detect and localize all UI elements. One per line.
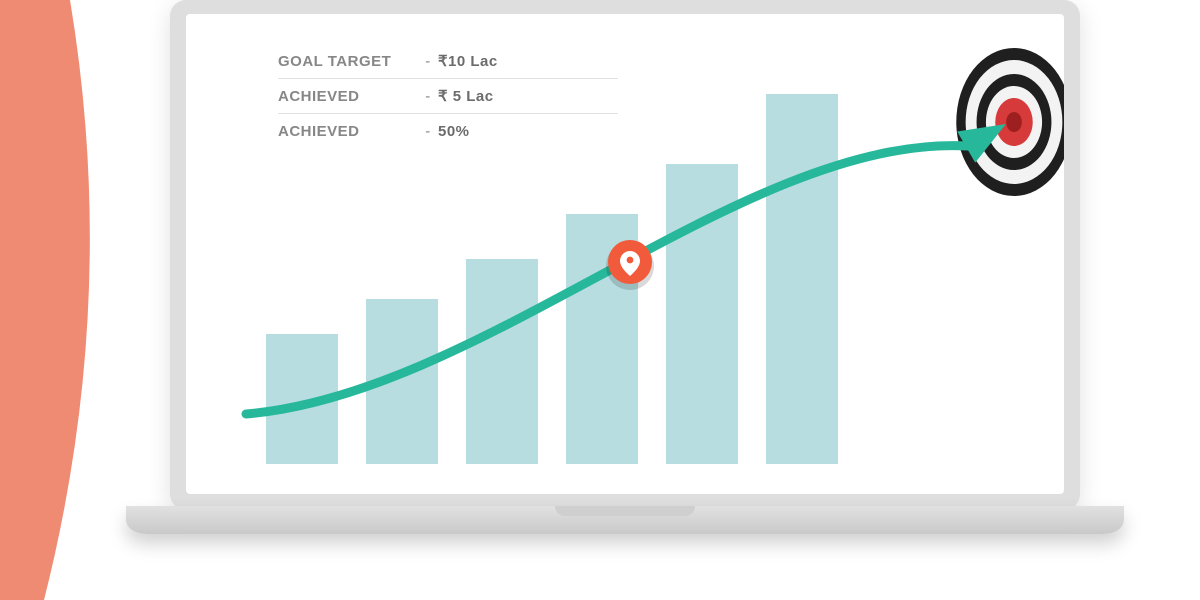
target-bullseye-icon (956, 48, 1064, 196)
laptop-screen: GOAL TARGET - ₹10 Lac ACHIEVED - ₹ 5 Lac… (186, 14, 1064, 494)
laptop-notch (555, 506, 695, 516)
chart-bar (466, 259, 538, 464)
laptop-screen-bezel: GOAL TARGET - ₹10 Lac ACHIEVED - ₹ 5 Lac… (170, 0, 1080, 510)
laptop-mockup: GOAL TARGET - ₹10 Lac ACHIEVED - ₹ 5 Lac… (170, 0, 1080, 560)
goal-progress-chart (186, 14, 1064, 494)
chart-bar (766, 94, 838, 464)
coral-accent-shape (0, 0, 120, 600)
